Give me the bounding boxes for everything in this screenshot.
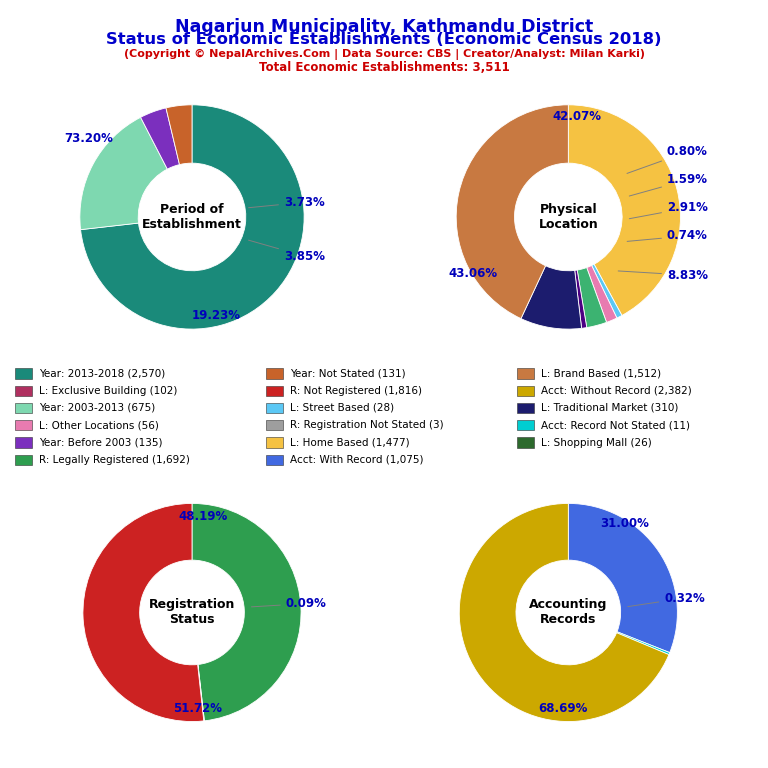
Text: Year: 2003-2013 (675): Year: 2003-2013 (675) (39, 403, 156, 413)
Text: 68.69%: 68.69% (538, 702, 588, 715)
Text: L: Shopping Mall (26): L: Shopping Mall (26) (541, 438, 652, 448)
Text: Status of Economic Establishments (Economic Census 2018): Status of Economic Establishments (Econo… (106, 32, 662, 48)
Bar (517, 420, 534, 430)
Wedge shape (166, 105, 192, 164)
Bar (15, 420, 31, 430)
Text: 51.72%: 51.72% (173, 702, 222, 715)
Text: 3.85%: 3.85% (249, 240, 325, 263)
Text: L: Traditional Market (310): L: Traditional Market (310) (541, 403, 678, 413)
Text: L: Brand Based (1,512): L: Brand Based (1,512) (541, 369, 661, 379)
Text: Acct: Record Not Stated (11): Acct: Record Not Stated (11) (541, 420, 690, 430)
Wedge shape (617, 632, 670, 654)
Wedge shape (83, 504, 204, 721)
Text: L: Home Based (1,477): L: Home Based (1,477) (290, 438, 410, 448)
Bar (15, 402, 31, 413)
Wedge shape (459, 503, 669, 721)
Text: Registration
Status: Registration Status (149, 598, 235, 627)
Text: Year: Before 2003 (135): Year: Before 2003 (135) (39, 438, 163, 448)
Wedge shape (197, 664, 204, 721)
Text: R: Legally Registered (1,692): R: Legally Registered (1,692) (39, 455, 190, 465)
Text: 0.80%: 0.80% (627, 145, 708, 174)
Wedge shape (456, 105, 568, 319)
Text: (Copyright © NepalArchives.Com | Data Source: CBS | Creator/Analyst: Milan Karki: (Copyright © NepalArchives.Com | Data So… (124, 49, 644, 60)
Bar (517, 438, 534, 448)
Wedge shape (587, 266, 617, 323)
Wedge shape (574, 270, 587, 328)
Text: 0.32%: 0.32% (627, 591, 705, 607)
Wedge shape (80, 118, 167, 230)
Text: Acct: With Record (1,075): Acct: With Record (1,075) (290, 455, 424, 465)
Bar (266, 369, 283, 379)
Bar (266, 455, 283, 465)
Text: 1.59%: 1.59% (629, 174, 708, 196)
Text: Nagarjun Municipality, Kathmandu District: Nagarjun Municipality, Kathmandu Distric… (175, 18, 593, 35)
Wedge shape (591, 264, 622, 318)
Text: 73.20%: 73.20% (65, 132, 113, 145)
Text: Year: Not Stated (131): Year: Not Stated (131) (290, 369, 406, 379)
Text: R: Not Registered (1,816): R: Not Registered (1,816) (290, 386, 422, 396)
Bar (15, 455, 31, 465)
Bar (15, 386, 31, 396)
Text: 0.09%: 0.09% (251, 597, 326, 610)
Text: R: Registration Not Stated (3): R: Registration Not Stated (3) (290, 420, 444, 430)
Text: 43.06%: 43.06% (449, 266, 498, 280)
Text: Year: 2013-2018 (2,570): Year: 2013-2018 (2,570) (39, 369, 166, 379)
Bar (517, 402, 534, 413)
Bar (15, 438, 31, 448)
Bar (517, 386, 534, 396)
Bar (517, 369, 534, 379)
Text: 3.73%: 3.73% (249, 196, 325, 209)
Text: L: Street Based (28): L: Street Based (28) (290, 403, 394, 413)
Wedge shape (568, 105, 680, 316)
Text: 19.23%: 19.23% (192, 310, 241, 322)
Text: L: Exclusive Building (102): L: Exclusive Building (102) (39, 386, 177, 396)
Wedge shape (521, 266, 581, 329)
Wedge shape (192, 504, 301, 721)
Text: Accounting
Records: Accounting Records (529, 598, 607, 627)
Bar (266, 402, 283, 413)
Bar (266, 438, 283, 448)
Bar (15, 369, 31, 379)
Bar (266, 386, 283, 396)
Text: 48.19%: 48.19% (178, 510, 227, 523)
Text: 8.83%: 8.83% (618, 269, 708, 282)
Text: Total Economic Establishments: 3,511: Total Economic Establishments: 3,511 (259, 61, 509, 74)
Text: 0.74%: 0.74% (627, 230, 708, 243)
Text: Period of
Establishment: Period of Establishment (142, 203, 242, 231)
Wedge shape (568, 504, 677, 653)
Text: Physical
Location: Physical Location (538, 203, 598, 231)
Text: 2.91%: 2.91% (629, 201, 708, 219)
Text: 42.07%: 42.07% (553, 110, 602, 123)
Wedge shape (141, 108, 180, 169)
Text: 31.00%: 31.00% (601, 517, 650, 530)
Text: Acct: Without Record (2,382): Acct: Without Record (2,382) (541, 386, 692, 396)
Wedge shape (578, 267, 607, 328)
Wedge shape (81, 105, 304, 329)
Bar (266, 420, 283, 430)
Text: L: Other Locations (56): L: Other Locations (56) (39, 420, 159, 430)
